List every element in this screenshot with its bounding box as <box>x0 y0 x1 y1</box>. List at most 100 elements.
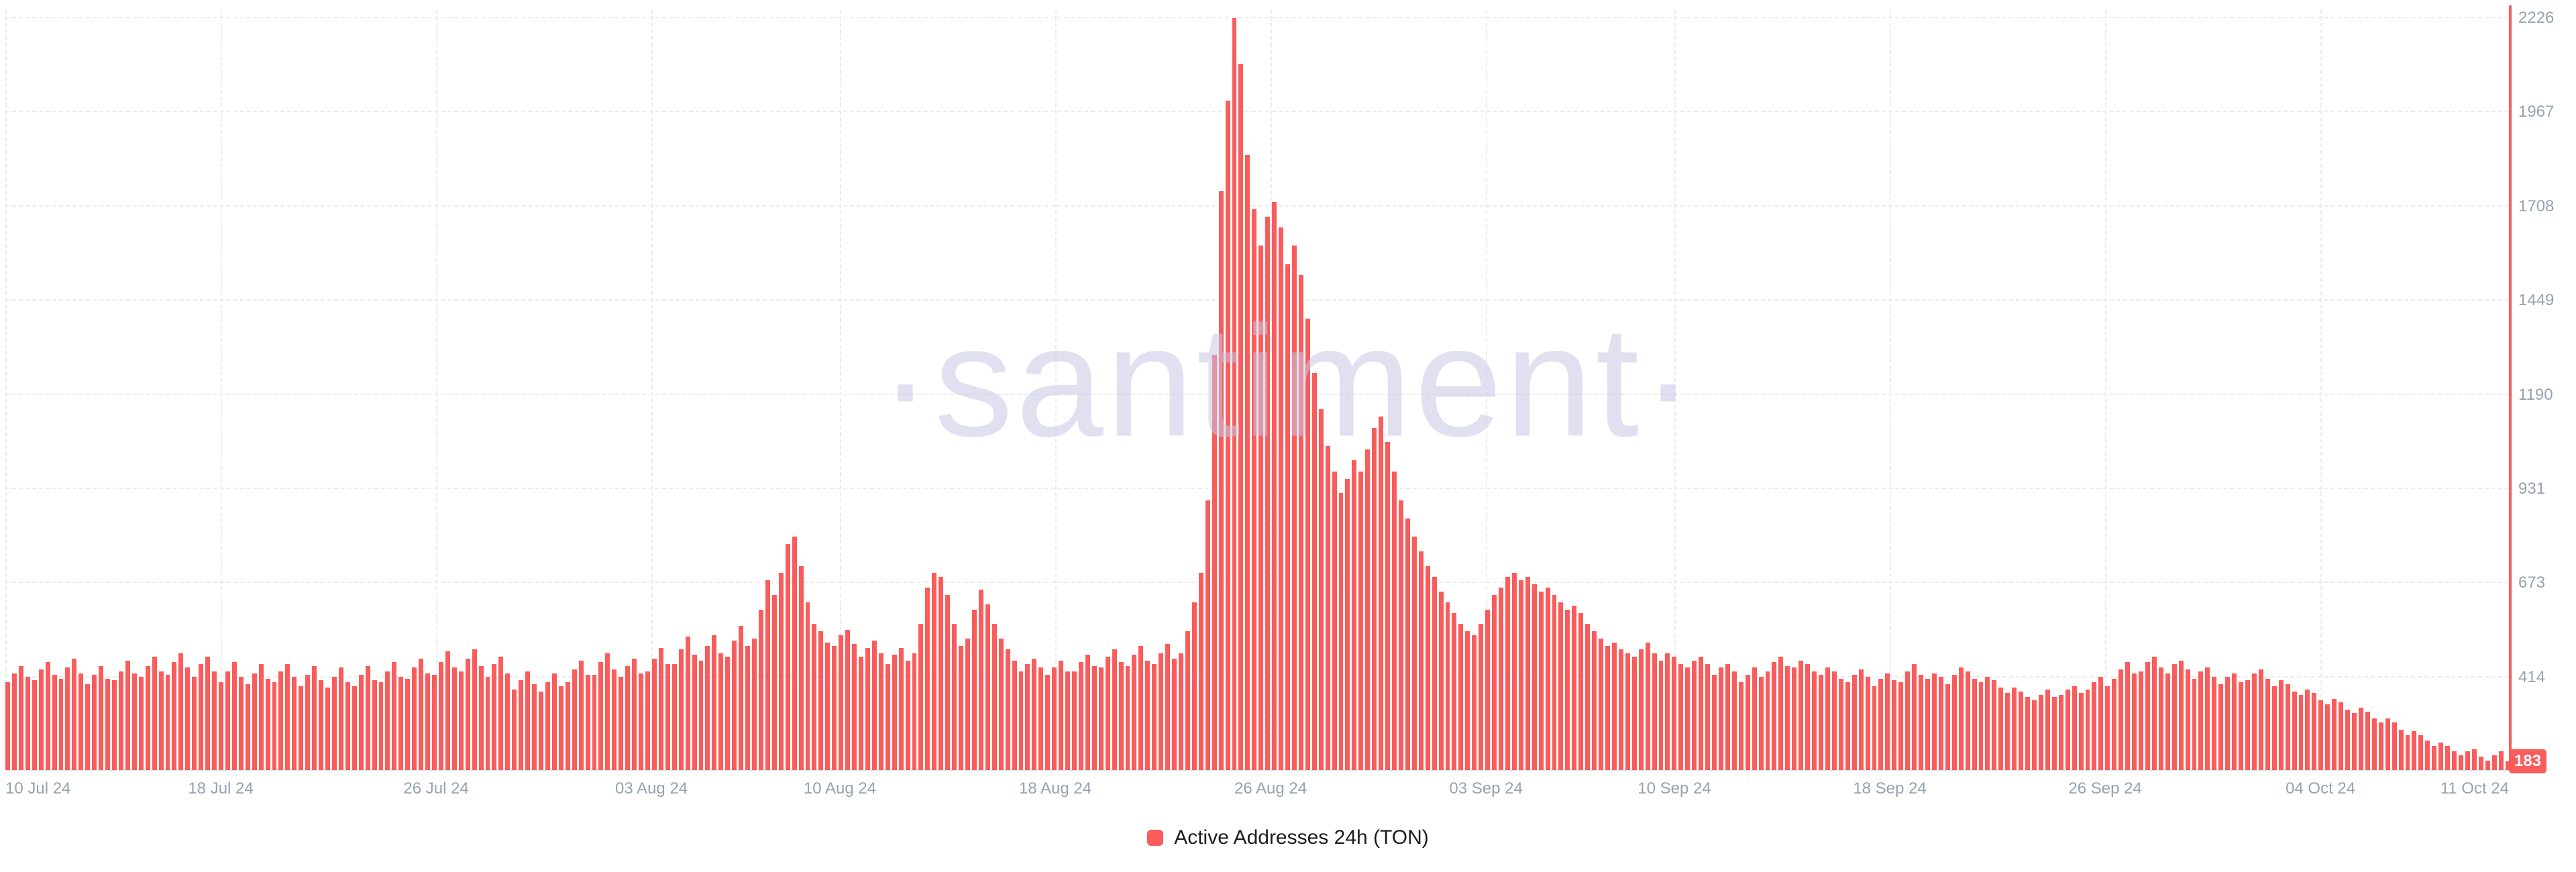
bar[interactable] <box>1645 642 1650 771</box>
bar[interactable] <box>1925 678 1930 771</box>
bar[interactable] <box>1052 667 1057 771</box>
bar[interactable] <box>1499 588 1503 771</box>
bar[interactable] <box>1279 227 1283 771</box>
bar[interactable] <box>525 671 531 771</box>
bar[interactable] <box>2171 664 2177 771</box>
bar[interactable] <box>1485 609 1491 771</box>
bar[interactable] <box>2478 757 2483 771</box>
bar[interactable] <box>585 675 590 771</box>
bar[interactable] <box>1005 649 1010 771</box>
bar[interactable] <box>1611 642 1617 771</box>
bar[interactable] <box>865 647 870 771</box>
bar[interactable] <box>72 658 77 771</box>
bar[interactable] <box>1692 660 1697 771</box>
bar[interactable] <box>158 671 164 771</box>
bar[interactable] <box>498 657 504 771</box>
bar[interactable] <box>345 682 350 771</box>
bar[interactable] <box>358 675 364 771</box>
bar[interactable] <box>219 682 223 771</box>
bar[interactable] <box>2165 673 2170 771</box>
bar[interactable] <box>639 673 643 771</box>
bar[interactable] <box>185 667 191 771</box>
bar[interactable] <box>1445 602 1450 771</box>
bar[interactable] <box>1205 500 1210 771</box>
bar[interactable] <box>2045 690 2050 771</box>
bar[interactable] <box>1765 671 1770 771</box>
bar[interactable] <box>2112 678 2117 771</box>
bar[interactable] <box>1599 639 1603 771</box>
bar[interactable] <box>1965 671 1970 771</box>
bar[interactable] <box>2318 700 2324 771</box>
bar[interactable] <box>85 684 91 771</box>
bar[interactable] <box>338 667 343 771</box>
bar[interactable] <box>1919 675 1923 771</box>
bar[interactable] <box>2445 746 2451 771</box>
bar[interactable] <box>2225 677 2231 771</box>
bar[interactable] <box>2105 686 2110 771</box>
bar[interactable] <box>2032 700 2037 771</box>
bar[interactable] <box>1778 657 1784 771</box>
bar[interactable] <box>365 665 370 771</box>
bar[interactable] <box>1425 565 1430 771</box>
bar[interactable] <box>832 645 837 771</box>
bar[interactable] <box>2025 696 2030 771</box>
bar[interactable] <box>1218 191 1224 771</box>
bar[interactable] <box>2065 690 2070 771</box>
bar[interactable] <box>2245 680 2250 771</box>
bar[interactable] <box>18 665 23 771</box>
bar[interactable] <box>112 680 117 771</box>
bar[interactable] <box>1291 246 1297 771</box>
bar[interactable] <box>785 544 790 771</box>
bar[interactable] <box>1038 667 1044 771</box>
bar[interactable] <box>2452 751 2457 771</box>
bar[interactable] <box>798 565 804 771</box>
bar[interactable] <box>125 660 130 771</box>
bar[interactable] <box>739 626 744 771</box>
bar[interactable] <box>1112 649 1117 771</box>
bar[interactable] <box>1479 624 1484 771</box>
bar[interactable] <box>2038 695 2043 771</box>
bar[interactable] <box>131 673 137 771</box>
bar[interactable] <box>1072 671 1077 771</box>
bar[interactable] <box>2278 680 2284 771</box>
bar[interactable] <box>2352 713 2357 771</box>
bar[interactable] <box>1385 442 1390 771</box>
bar[interactable] <box>1738 682 1743 771</box>
bar[interactable] <box>1472 635 1477 771</box>
bar[interactable] <box>1358 471 1364 771</box>
bar[interactable] <box>2092 682 2097 771</box>
bar[interactable] <box>1825 667 1830 771</box>
bar[interactable] <box>52 675 57 771</box>
bar[interactable] <box>2405 734 2410 771</box>
bar[interactable] <box>845 629 851 771</box>
bar[interactable] <box>632 658 637 771</box>
bar[interactable] <box>792 537 797 771</box>
bar[interactable] <box>2345 709 2350 771</box>
bar[interactable] <box>485 677 490 771</box>
bar[interactable] <box>1892 680 1897 771</box>
bar[interactable] <box>1951 675 1957 771</box>
bar[interactable] <box>178 653 184 771</box>
bar[interactable] <box>2459 755 2463 771</box>
bar[interactable] <box>2432 746 2437 771</box>
bar[interactable] <box>658 647 663 771</box>
bar[interactable] <box>2365 711 2370 771</box>
bar[interactable] <box>405 678 411 771</box>
bar[interactable] <box>2145 662 2150 771</box>
bar[interactable] <box>1152 664 1157 771</box>
bar[interactable] <box>1191 602 1197 771</box>
bar[interactable] <box>1545 588 1550 771</box>
bar[interactable] <box>2192 678 2197 771</box>
bar[interactable] <box>1858 669 1864 771</box>
bar[interactable] <box>32 680 37 771</box>
bar[interactable] <box>11 673 17 771</box>
bar[interactable] <box>512 690 517 771</box>
bar[interactable] <box>959 645 963 771</box>
bar[interactable] <box>1785 665 1790 771</box>
bar[interactable] <box>952 624 957 771</box>
bar[interactable] <box>1578 613 1584 771</box>
bar[interactable] <box>352 686 357 771</box>
bar[interactable] <box>2425 740 2430 771</box>
bar[interactable] <box>1931 673 1937 771</box>
bar[interactable] <box>1345 478 1350 771</box>
